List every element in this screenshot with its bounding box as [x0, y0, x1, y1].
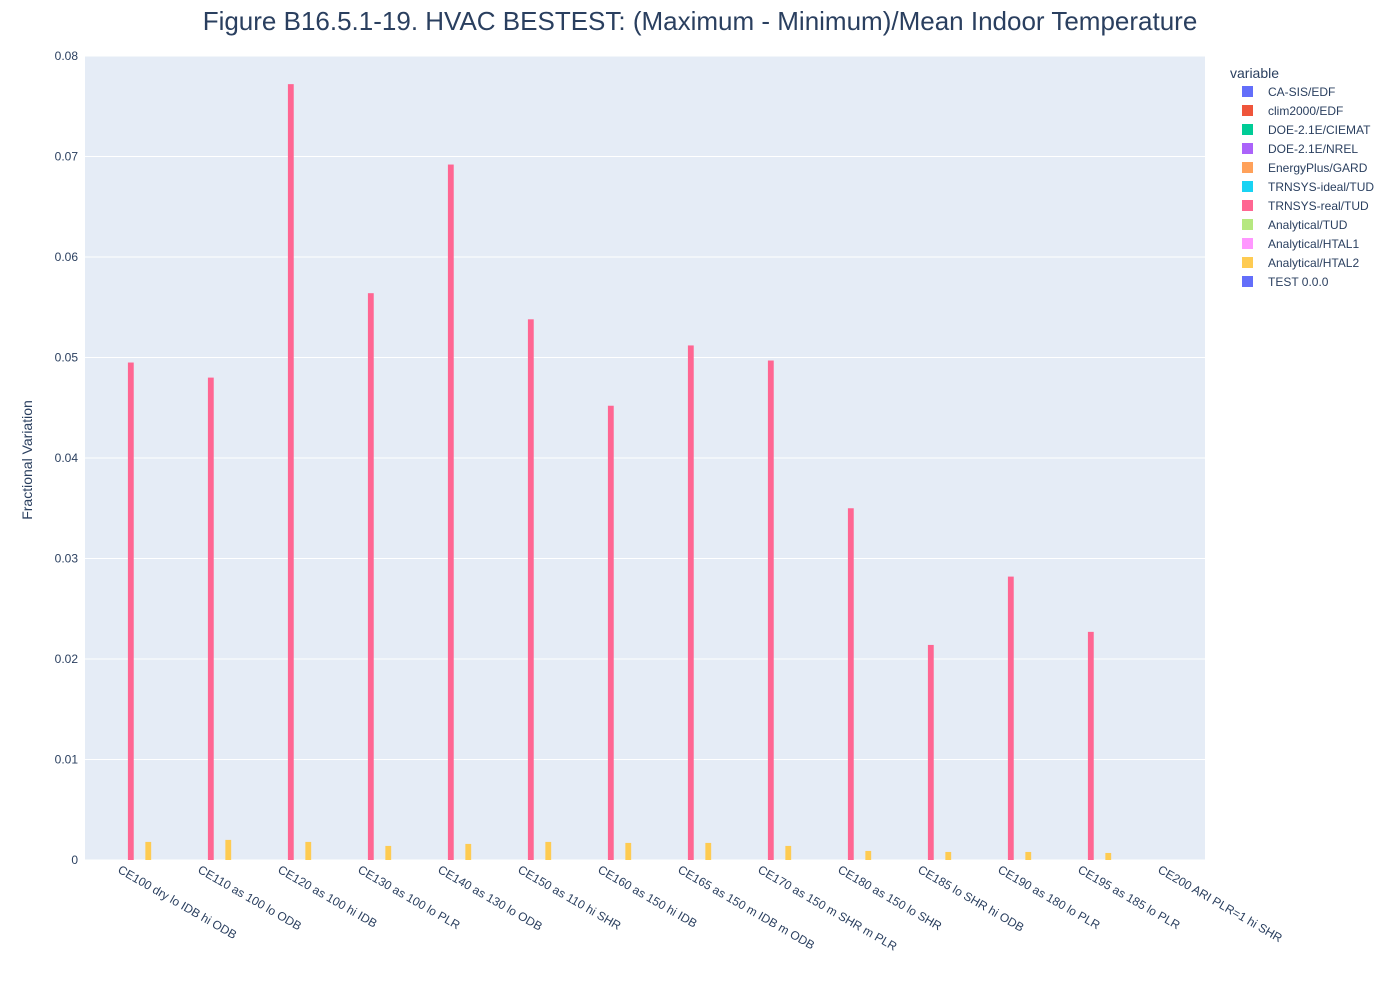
bar: [687, 345, 694, 860]
bar: [287, 84, 294, 860]
legend: variable CA-SIS/EDF clim2000/EDF DOE-2.1E/…: [1230, 65, 1374, 289]
legend-swatch: [1242, 181, 1253, 192]
y-tick-label: 0.08: [55, 49, 79, 63]
x-tick-label: CE200 ARI PLR=1 hi SHR: [1156, 862, 1285, 945]
bar: [705, 842, 712, 860]
legend-swatch: [1242, 276, 1253, 287]
bar: [447, 164, 454, 861]
legend-title: variable: [1230, 65, 1279, 81]
bar: [145, 841, 152, 860]
bar: [1025, 851, 1032, 860]
bar: [225, 839, 232, 860]
legend-item: DOE-2.1E/NREL: [1268, 142, 1358, 156]
y-tick-label: 0.03: [55, 552, 79, 566]
bar: [945, 851, 952, 860]
legend-item: TRNSYS-ideal/TUD: [1268, 180, 1374, 194]
bar: [1087, 631, 1094, 860]
legend-item: TEST 0.0.0: [1268, 275, 1329, 289]
bar: [767, 360, 774, 860]
legend-swatch: [1242, 143, 1253, 154]
y-tick-label: 0.05: [55, 351, 79, 365]
legend-item: EnergyPlus/GARD: [1268, 161, 1368, 175]
legend-swatch: [1242, 124, 1253, 135]
bar: [607, 405, 614, 860]
bar: [127, 362, 134, 860]
legend-swatch: [1242, 200, 1253, 211]
x-tick-label: CE165 as 150 m IDB m ODB: [676, 862, 818, 952]
bar: [527, 319, 534, 860]
y-tick-label: 0.04: [55, 451, 79, 465]
legend-item: DOE-2.1E/CIEMAT: [1268, 123, 1371, 137]
bar: [625, 842, 632, 860]
bar: [1105, 852, 1112, 860]
bar: [367, 293, 374, 860]
bar: [927, 644, 934, 860]
bar: [847, 508, 854, 860]
legend-swatch: [1242, 238, 1253, 249]
y-tick-label: 0: [71, 853, 78, 867]
y-tick-label: 0.02: [55, 652, 79, 666]
bar: [865, 850, 872, 860]
legend-swatch: [1242, 105, 1253, 116]
bar: [1007, 576, 1014, 860]
legend-swatch: [1242, 219, 1253, 230]
y-tick-label: 0.01: [55, 753, 79, 767]
bar: [305, 841, 312, 860]
bar: [785, 845, 792, 860]
legend-item: Analytical/HTAL2: [1268, 256, 1359, 270]
legend-item: Analytical/TUD: [1268, 218, 1348, 232]
bars: [127, 84, 1112, 861]
legend-item: Analytical/HTAL1: [1268, 237, 1359, 251]
x-tick-label: CE170 as 150 m SHR m PLR: [756, 862, 900, 953]
y-tick-label: 0.07: [55, 150, 79, 164]
legend-swatch: [1242, 162, 1253, 173]
plot-area: [85, 55, 1205, 861]
legend-item: clim2000/EDF: [1268, 104, 1343, 118]
bar: [207, 377, 214, 860]
legend-item: CA-SIS/EDF: [1268, 85, 1335, 99]
chart-title: Figure B16.5.1-19. HVAC BESTEST: (Maximu…: [203, 6, 1198, 36]
legend-swatch: [1242, 257, 1253, 268]
bar: [545, 841, 552, 860]
y-tick-label: 0.06: [55, 250, 79, 264]
y-axis-title: Fractional Variation: [19, 400, 35, 520]
legend-swatch: [1242, 86, 1253, 97]
bar: [385, 845, 392, 860]
y-axis: 0 0.01 0.02 0.03 0.04 0.05 0.06 0.07 0.08: [55, 49, 79, 867]
bar: [465, 843, 472, 860]
legend-item: TRNSYS-real/TUD: [1268, 199, 1369, 213]
